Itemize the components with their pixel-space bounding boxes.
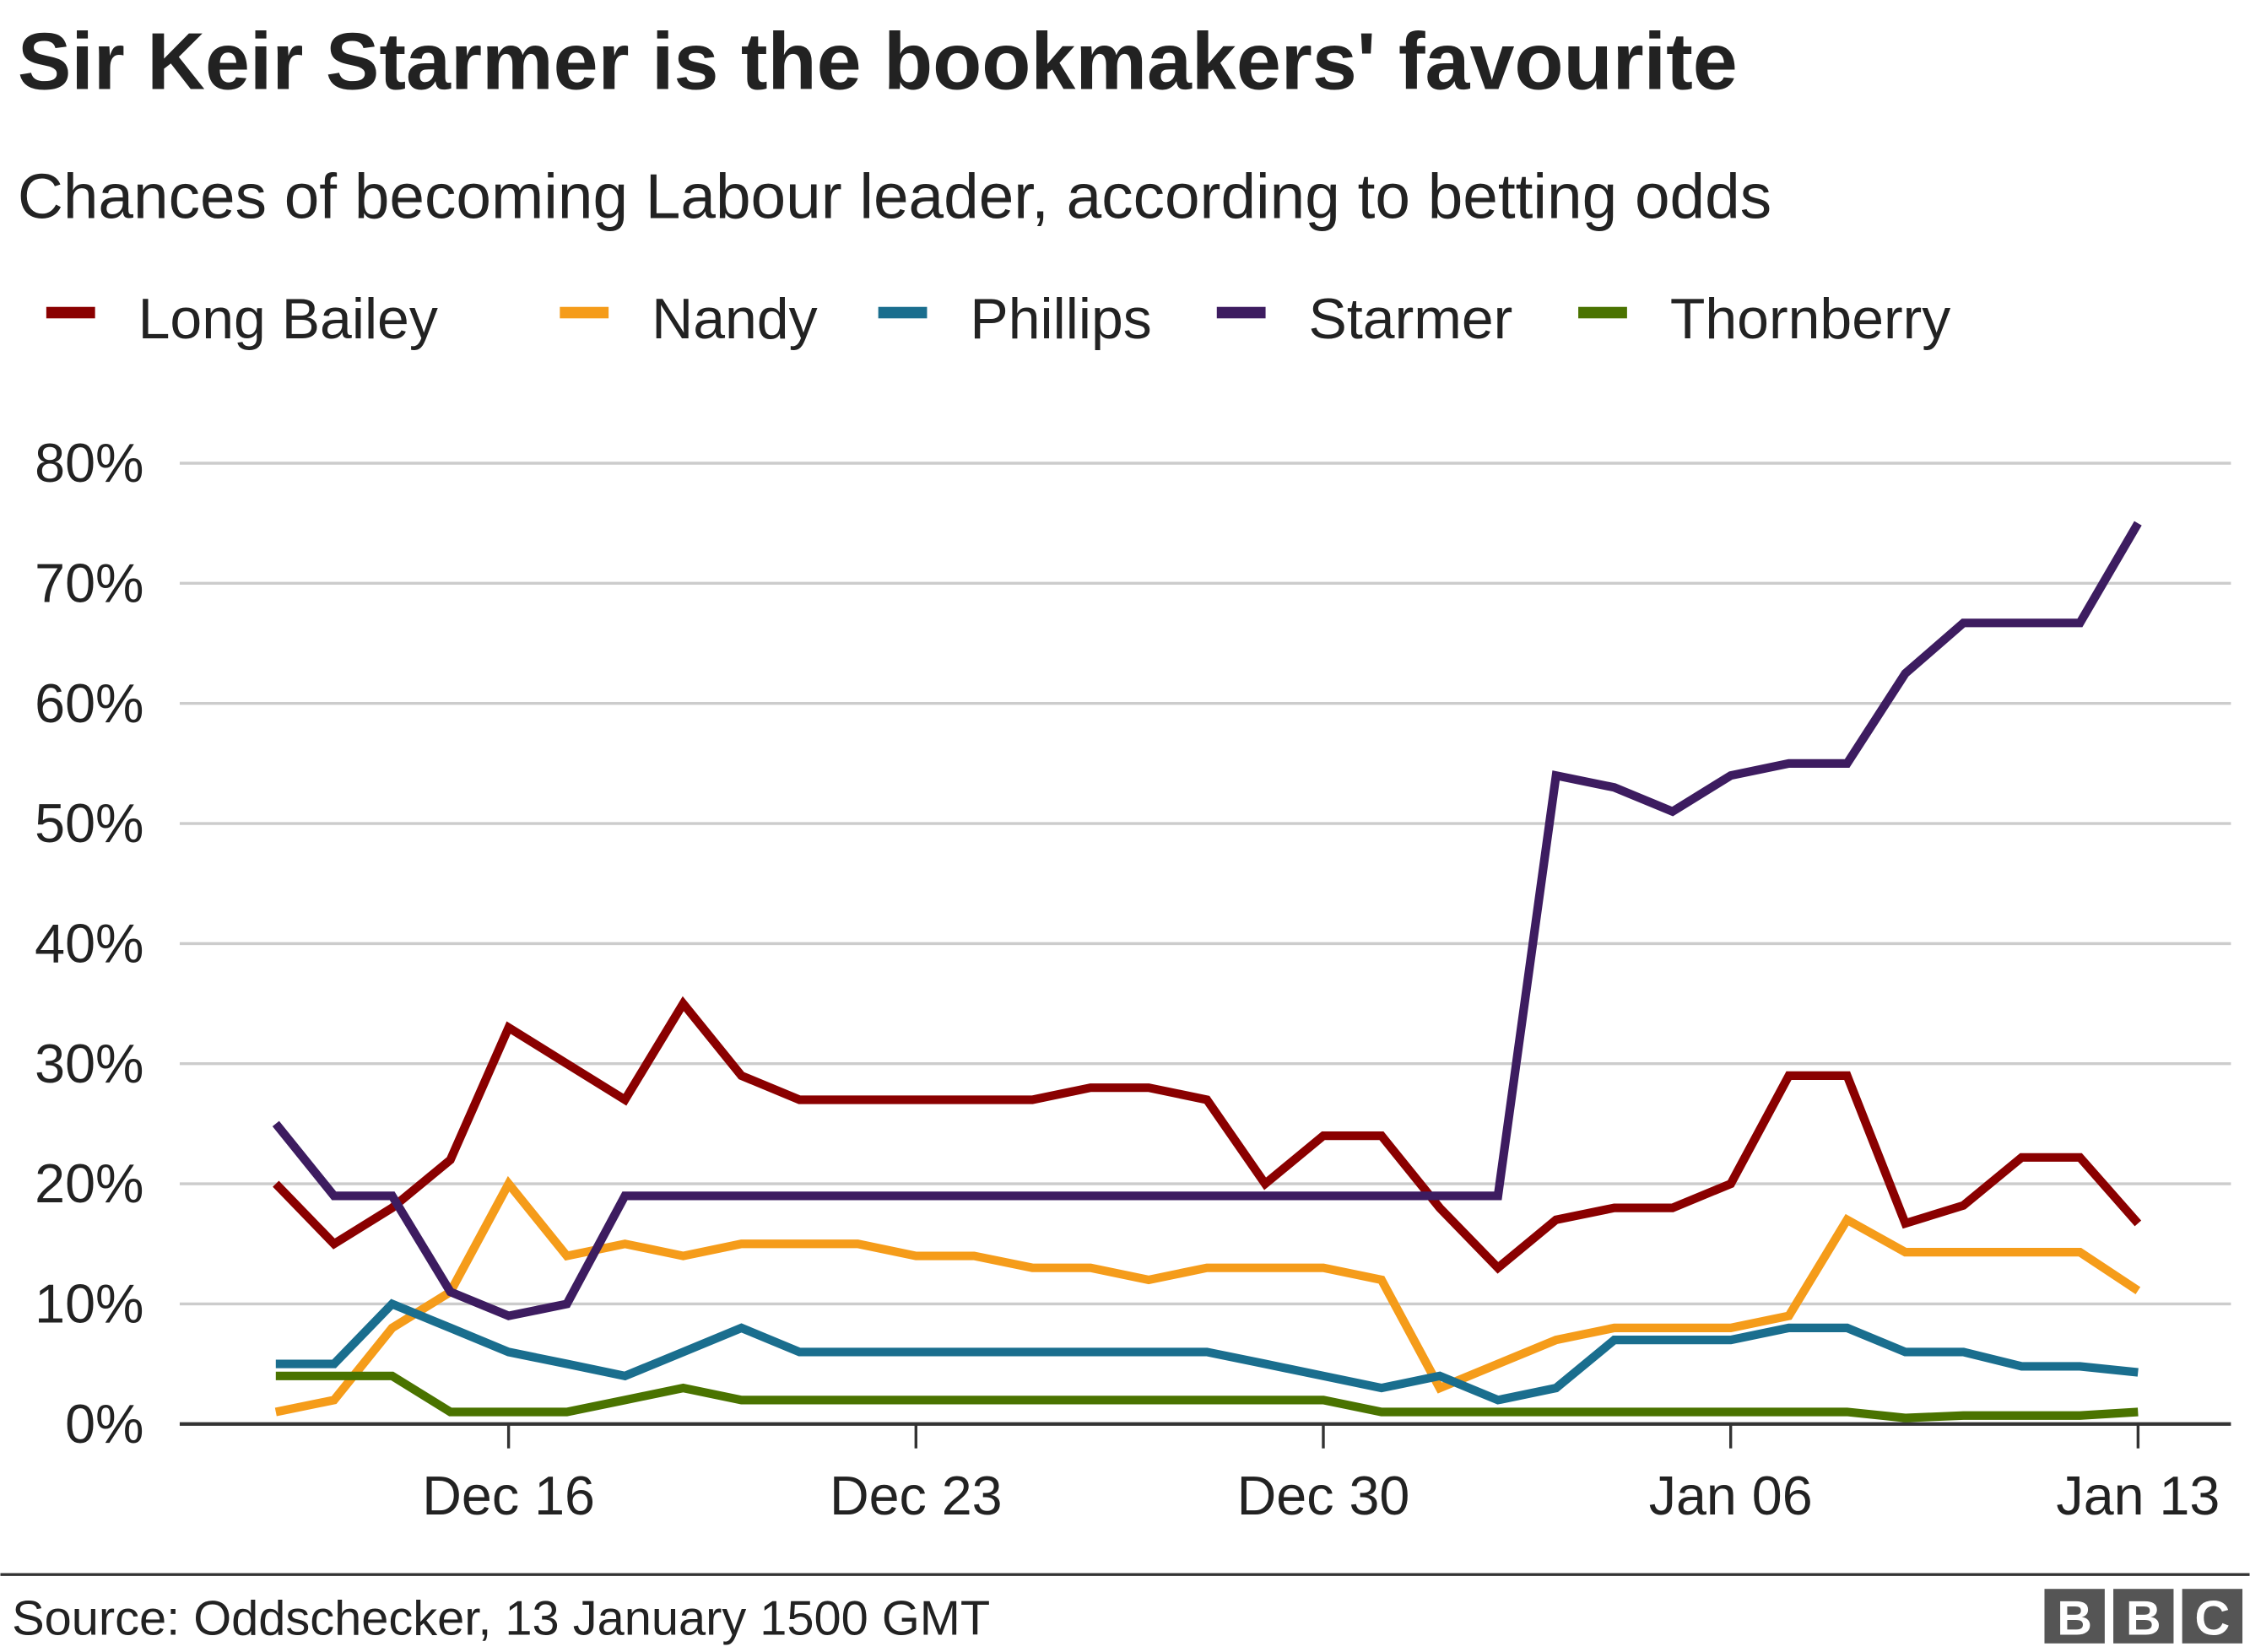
y-tick-label: 40% [35, 913, 143, 974]
legend-label: Long Bailey [138, 287, 438, 351]
legend-swatch [1216, 306, 1266, 319]
logo-letter: B [2057, 1592, 2092, 1646]
legend: Long Bailey Nandy Phillips Starmer Thornberr… [46, 287, 1950, 351]
logo-block [2044, 1589, 2105, 1644]
legend-label: Thornberry [1670, 287, 1950, 351]
series-line-nandy [274, 1175, 2141, 1417]
chart-subtitle: Chances of becoming Labour leader, accor… [18, 160, 1771, 231]
x-tick-label: Dec 16 [422, 1466, 595, 1526]
y-tick-label: 10% [35, 1274, 143, 1335]
legend-label: Phillips [970, 287, 1151, 351]
legend-swatch [46, 306, 95, 319]
legend-label: Starmer [1309, 287, 1513, 351]
logo-letter: C [2194, 1592, 2230, 1646]
y-tick-label: 70% [35, 553, 143, 613]
legend-label: Nandy [652, 287, 817, 351]
x-tick-label: Jan 13 [2056, 1466, 2220, 1526]
x-tick-label: Dec 23 [830, 1466, 1003, 1526]
series-line-phillips [275, 1298, 2139, 1405]
y-tick-label: 80% [35, 433, 143, 494]
legend-swatch [1578, 306, 1627, 319]
series-lines [272, 521, 2142, 1423]
x-tick-label: Dec 30 [1237, 1466, 1410, 1526]
y-tick-label: 0% [65, 1394, 143, 1455]
legend-swatch [560, 306, 609, 319]
y-tick-label: 20% [35, 1153, 143, 1214]
chart-title: Sir Keir Starmer is the bookmakers' favo… [18, 17, 1738, 106]
series-line-starmer [272, 521, 2142, 1320]
x-tick-label: Jan 06 [1649, 1466, 1813, 1526]
source-note: Source: Oddschecker, 13 January 1500 GMT [12, 1592, 990, 1646]
y-tick-label: 30% [35, 1034, 143, 1094]
logo-block [2182, 1589, 2243, 1644]
logo-block [2113, 1589, 2174, 1644]
logo-letter: B [2126, 1592, 2161, 1646]
y-axis: 0% 10% 20% 30% 40% 50% 60% 70% 80% [35, 433, 143, 1455]
gridlines [179, 462, 2231, 1306]
y-tick-label: 50% [35, 793, 143, 854]
legend-swatch [878, 306, 928, 319]
x-axis: Dec 16 Dec 23 Dec 30 Jan 06 Jan 13 [422, 1423, 2220, 1526]
y-tick-label: 60% [35, 673, 143, 734]
series-line-long-bailey [273, 996, 2142, 1274]
series-line-thornberry [275, 1371, 2139, 1423]
